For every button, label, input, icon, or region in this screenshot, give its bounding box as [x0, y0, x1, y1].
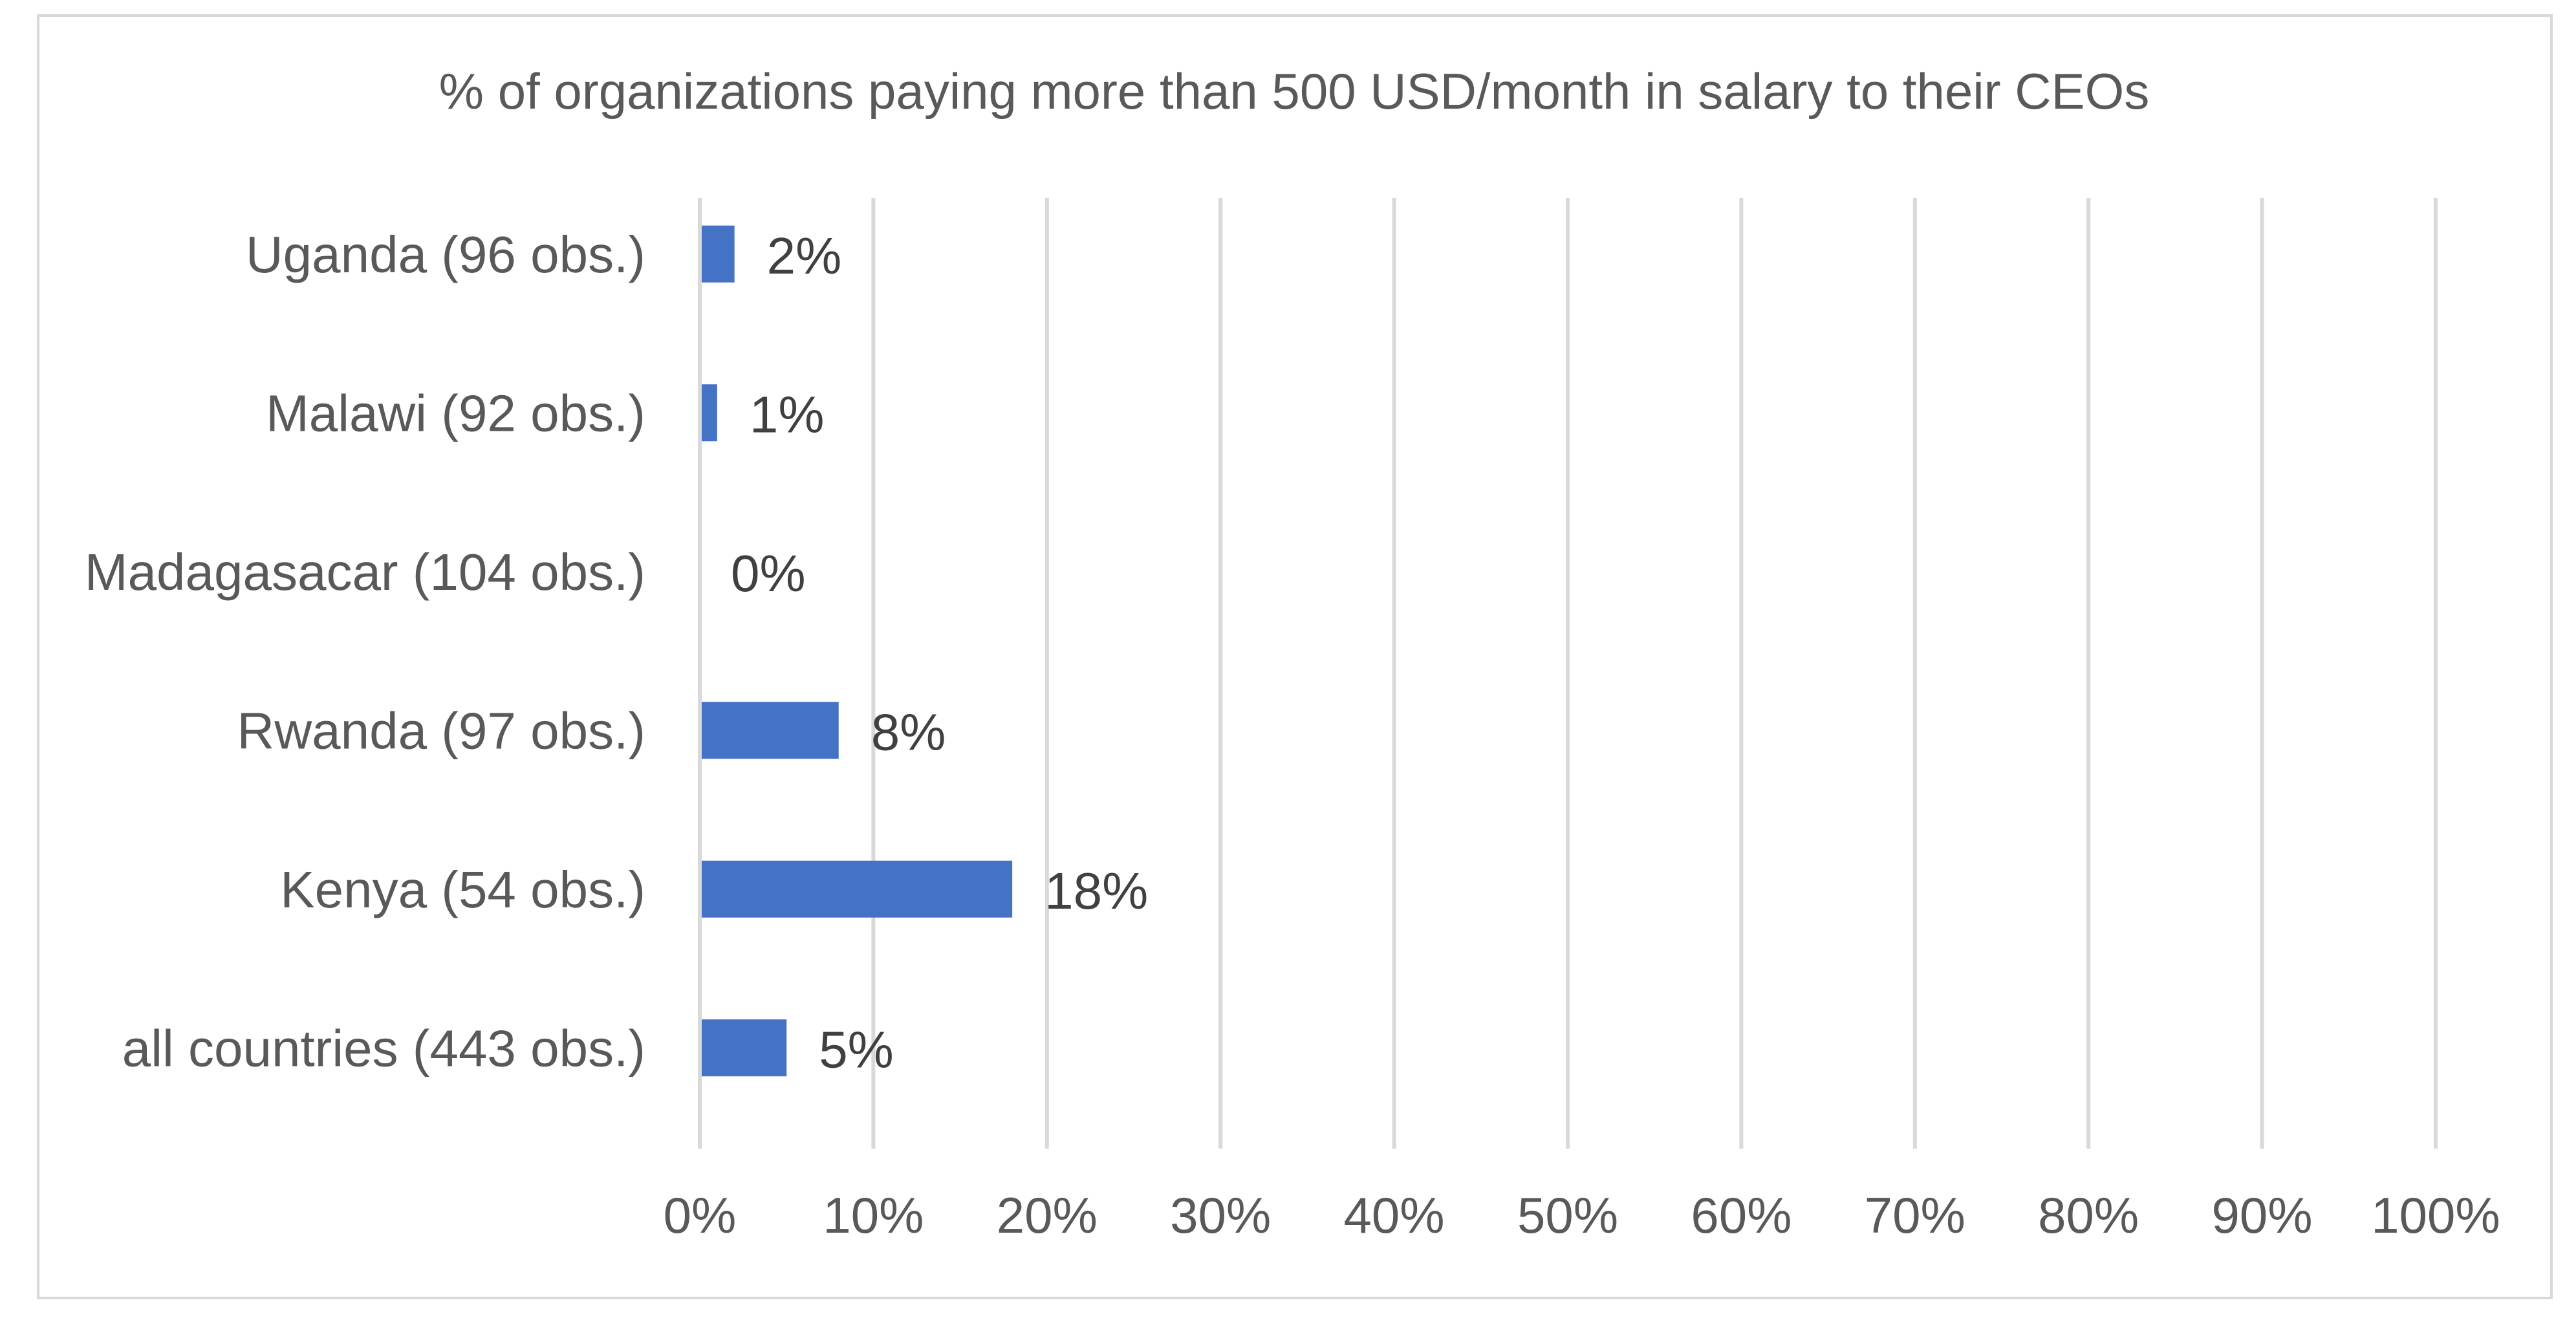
bar — [702, 702, 839, 759]
data-labels: 2% 1% 0% 8% 18% 5% — [731, 227, 1148, 1079]
data-label: 18% — [1044, 862, 1148, 920]
bar-chart: % of organizations paying more than 500 … — [85, 63, 2500, 1244]
x-tick-label: 30% — [1170, 1187, 1271, 1244]
data-label: 2% — [767, 227, 842, 285]
chart-frame: % of organizations paying more than 500 … — [37, 14, 2553, 1299]
data-label: 1% — [750, 385, 825, 443]
bar — [702, 225, 735, 283]
category-labels: Uganda (96 obs.) Malawi (92 obs.) Madagasa… — [85, 226, 645, 1077]
x-tick-label: 10% — [823, 1187, 924, 1244]
bar — [702, 1019, 787, 1077]
x-tick-label: 80% — [2038, 1187, 2139, 1244]
data-label: 0% — [731, 545, 806, 602]
data-label: 5% — [819, 1021, 894, 1078]
x-tick-label: 0% — [664, 1187, 737, 1244]
gridlines — [698, 198, 2438, 1149]
category-label: Kenya (54 obs.) — [280, 861, 645, 918]
x-tick-label: 70% — [1865, 1187, 1965, 1244]
x-tick-labels: 0% 10% 20% 30% 40% 50% 60% 70% 80% 90% 100% — [664, 1187, 2500, 1244]
chart-title: % of organizations paying more than 500 … — [439, 63, 2150, 120]
x-tick-label: 100% — [2371, 1187, 2500, 1244]
x-tick-label: 90% — [2212, 1187, 2313, 1244]
bars — [702, 225, 1013, 1077]
bar — [702, 860, 1013, 918]
category-label: Rwanda (97 obs.) — [237, 702, 645, 759]
x-tick-label: 50% — [1517, 1187, 1618, 1244]
data-label: 8% — [871, 703, 946, 761]
category-label: Madagasacar (104 obs.) — [85, 543, 645, 601]
x-tick-label: 60% — [1691, 1187, 1791, 1244]
category-label: all countries (443 obs.) — [122, 1019, 645, 1077]
x-tick-label: 20% — [997, 1187, 1098, 1244]
bar — [702, 384, 717, 442]
x-tick-label: 40% — [1344, 1187, 1445, 1244]
category-label: Uganda (96 obs.) — [246, 226, 645, 283]
category-label: Malawi (92 obs.) — [266, 384, 645, 442]
